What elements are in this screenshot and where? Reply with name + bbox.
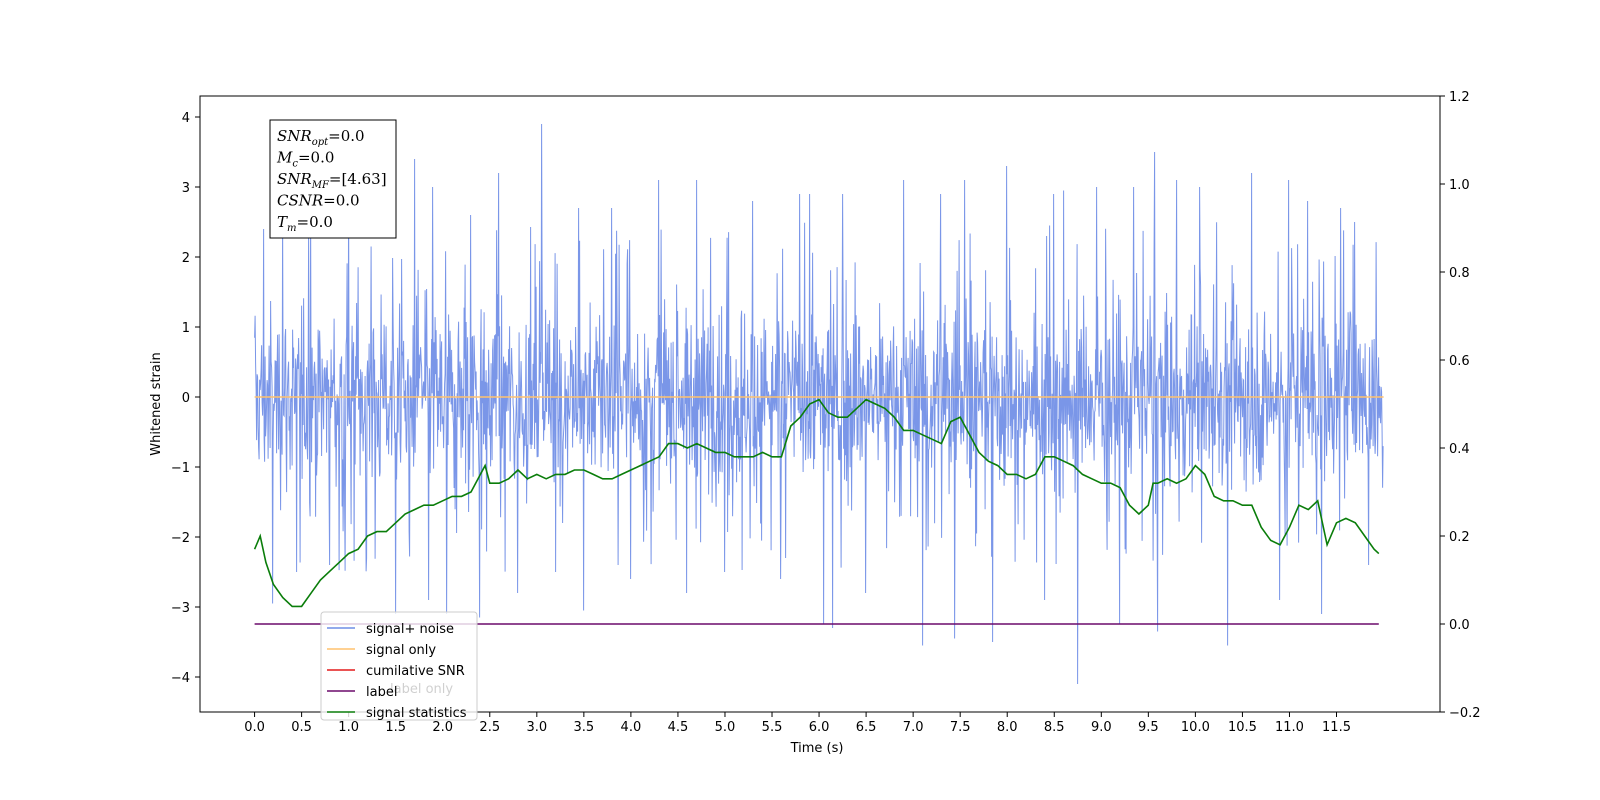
y2-tick-label: −0.2 xyxy=(1449,706,1481,721)
annotation-subscript: opt xyxy=(312,137,329,148)
y-tick-label: −2 xyxy=(171,531,190,546)
x-tick-label: 4.5 xyxy=(668,720,689,735)
annotation-line: Mc=0.0 xyxy=(276,149,334,170)
legend-frame xyxy=(320,611,478,721)
y-tick-label: −4 xyxy=(171,671,190,686)
annotation-subscript: c xyxy=(292,159,298,170)
x-tick-label: 3.5 xyxy=(574,720,595,735)
x-tick-label: 9.5 xyxy=(1138,720,1159,735)
x-tick-label: 7.5 xyxy=(950,720,971,735)
x-tick-label: 5.5 xyxy=(762,720,783,735)
y2-tick-label: 0.6 xyxy=(1449,354,1470,369)
annotation-value: =0.0 xyxy=(328,127,364,145)
y2-tick-label: 1.0 xyxy=(1449,178,1470,193)
y-tick-label: 2 xyxy=(182,251,190,266)
x-tick-label: 0.5 xyxy=(291,720,312,735)
annotation-symbol: M xyxy=(276,149,293,167)
x-tick-label: 1.0 xyxy=(338,720,359,735)
x-tick-label: 8.5 xyxy=(1044,720,1065,735)
x-tick-label: 3.0 xyxy=(526,720,547,735)
y-tick-label: 3 xyxy=(182,181,190,196)
y-axis-left: −4 −3 −2 −1 0 1 2 3 4 xyxy=(171,111,200,686)
annotation-symbol: T xyxy=(277,213,288,231)
x-tick-label: 10.0 xyxy=(1181,720,1210,735)
annotation-symbol: CSNR xyxy=(277,192,323,210)
legend-label: label xyxy=(366,685,397,700)
x-tick-label: 11.0 xyxy=(1275,720,1304,735)
x-tick-label: 1.5 xyxy=(385,720,406,735)
legend-label: signal only xyxy=(366,643,436,658)
annotation-value: =0.0 xyxy=(297,213,333,231)
x-tick-label: 9.0 xyxy=(1091,720,1112,735)
y2-tick-label: 0.8 xyxy=(1449,266,1470,281)
annotation-value: =0.0 xyxy=(323,192,359,210)
x-tick-label: 6.5 xyxy=(856,720,877,735)
y-tick-label: −1 xyxy=(171,461,190,476)
series-signal-statistics xyxy=(253,398,1380,608)
annotation-line: SNRopt=0.0 xyxy=(277,127,365,148)
y2-tick-label: 0.4 xyxy=(1449,442,1470,457)
x-tick-label: 7.0 xyxy=(903,720,924,735)
y2-tick-label: 1.2 xyxy=(1449,90,1470,105)
y-tick-label: 4 xyxy=(182,111,190,126)
x-axis-label: Time (s) xyxy=(790,741,844,756)
x-tick-label: 8.0 xyxy=(997,720,1018,735)
stats-annotation-box: SNRopt=0.0Mc=0.0SNRMF=[4.63]CSNR=0.0Tm=0… xyxy=(269,119,397,239)
annotation-subscript: MF xyxy=(311,180,330,191)
legend-label: cumilative SNR xyxy=(366,664,465,679)
annotation-symbol: SNR xyxy=(277,170,312,188)
signal-noise-series xyxy=(254,123,1384,685)
y-axis-label: Whitened strain xyxy=(149,352,164,455)
legend-label: signal statistics xyxy=(366,706,467,721)
annotation-frame xyxy=(269,119,397,239)
annotation-value: =[4.63] xyxy=(329,170,387,188)
axes-frame xyxy=(199,95,1441,713)
annotation-line: Tm=0.0 xyxy=(277,213,333,234)
annotation-value: =0.0 xyxy=(298,149,334,167)
annotation-line: CSNR=0.0 xyxy=(277,192,360,210)
x-tick-label: 2.5 xyxy=(479,720,500,735)
annotation-subscript: m xyxy=(287,223,296,234)
x-tick-label: 6.0 xyxy=(809,720,830,735)
x-tick-label: 11.5 xyxy=(1322,720,1351,735)
annotation-line: SNRMF=[4.63] xyxy=(277,170,387,191)
annotation-symbol: SNR xyxy=(277,127,312,145)
legend-label: signal+ noise xyxy=(366,622,454,637)
y-tick-label: 1 xyxy=(182,321,190,336)
x-axis: 0.0 0.5 1.0 1.5 2.0 2.5 3.0 3.5 4.0 4.5 5.0 5.5 6.0 6… xyxy=(244,712,1351,735)
legend: label only signal+ noise signal only cumila… xyxy=(320,611,478,721)
y-tick-label: −3 xyxy=(171,601,190,616)
x-tick-label: 0.0 xyxy=(244,720,265,735)
x-tick-label: 5.0 xyxy=(715,720,736,735)
y-axis-right: −0.2 0.0 0.2 0.4 0.6 0.8 1.0 1.2 xyxy=(1440,90,1481,721)
x-tick-label: 10.5 xyxy=(1228,720,1257,735)
x-tick-label: 4.0 xyxy=(621,720,642,735)
legend-hidden-text: label only xyxy=(390,682,453,697)
y-tick-label: 0 xyxy=(182,391,190,406)
y2-tick-label: 0.0 xyxy=(1449,618,1470,633)
y2-tick-label: 0.2 xyxy=(1449,530,1470,545)
x-tick-label: 2.0 xyxy=(432,720,453,735)
series-signal-noise xyxy=(254,123,1384,685)
